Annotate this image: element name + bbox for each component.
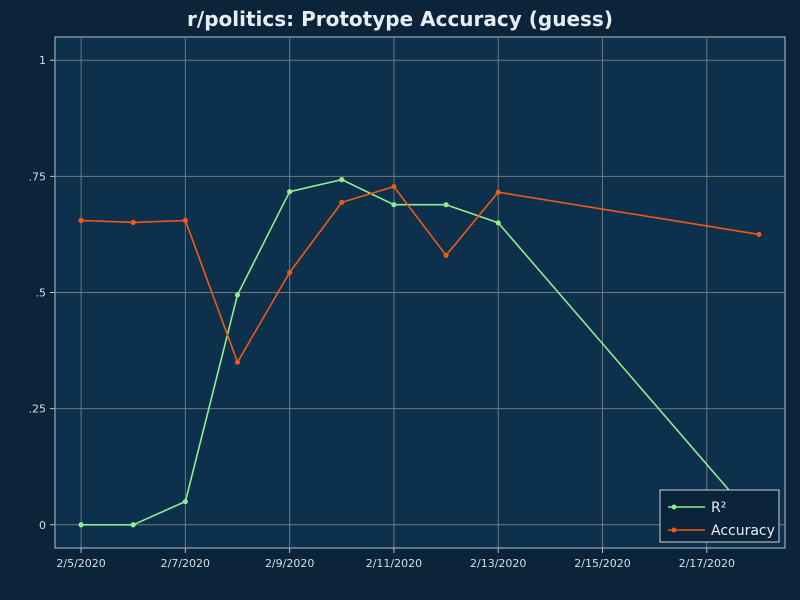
legend-label-accuracy: Accuracy xyxy=(711,523,775,539)
data-point-r2 xyxy=(391,202,397,208)
series-line-r2 xyxy=(81,178,760,526)
x-tick-label: 2/9/2020 xyxy=(265,557,314,570)
data-point-r2 xyxy=(339,177,345,183)
x-tick-label: 2/15/2020 xyxy=(574,557,630,570)
data-point-r2 xyxy=(495,220,501,226)
series-line-accuracy xyxy=(81,185,760,364)
data-point-r2 xyxy=(130,522,136,528)
data-point-r2 xyxy=(443,202,449,208)
legend-box xyxy=(659,489,780,543)
x-tick-label: 2/11/2020 xyxy=(366,557,422,570)
data-point-accuracy xyxy=(495,189,501,195)
legend: R² Accuracy xyxy=(659,489,780,543)
grid-lines xyxy=(55,37,785,548)
series-clip-group xyxy=(78,177,762,528)
y-tick-label: 0 xyxy=(39,519,46,532)
chart-title: r/politics: Prototype Accuracy (guess) xyxy=(187,7,613,31)
data-point-r2 xyxy=(234,292,241,298)
legend-marker-r2 xyxy=(671,504,677,510)
data-point-accuracy xyxy=(182,217,188,224)
data-point-r2 xyxy=(287,189,293,195)
y-axis-ticks: 0 .25 .5 .75 1 xyxy=(29,54,55,532)
x-tick-label: 2/13/2020 xyxy=(470,557,526,570)
data-point-accuracy xyxy=(78,217,84,224)
data-point-r2 xyxy=(78,522,84,528)
data-point-accuracy xyxy=(339,199,345,205)
data-point-accuracy xyxy=(756,231,762,238)
series-layer xyxy=(78,177,762,528)
legend-marker-accuracy xyxy=(671,527,677,533)
data-point-accuracy xyxy=(130,219,136,225)
data-point-accuracy xyxy=(443,252,449,258)
x-tick-label: 2/17/2020 xyxy=(679,557,735,570)
y-tick-label: .5 xyxy=(36,287,47,300)
data-point-accuracy xyxy=(234,359,241,365)
data-point-accuracy xyxy=(287,269,293,276)
x-tick-label: 2/5/2020 xyxy=(56,557,105,570)
x-axis-ticks: 2/5/2020 2/7/2020 2/9/2020 2/11/2020 2/13/20… xyxy=(56,548,735,570)
y-tick-label: .25 xyxy=(29,403,47,416)
data-point-accuracy xyxy=(391,183,397,190)
x-tick-label: 2/7/2020 xyxy=(161,557,210,570)
y-tick-label: 1 xyxy=(39,54,46,67)
legend-label-r2: R² xyxy=(711,500,726,516)
y-tick-label: .75 xyxy=(29,170,47,183)
data-point-r2 xyxy=(182,498,188,505)
